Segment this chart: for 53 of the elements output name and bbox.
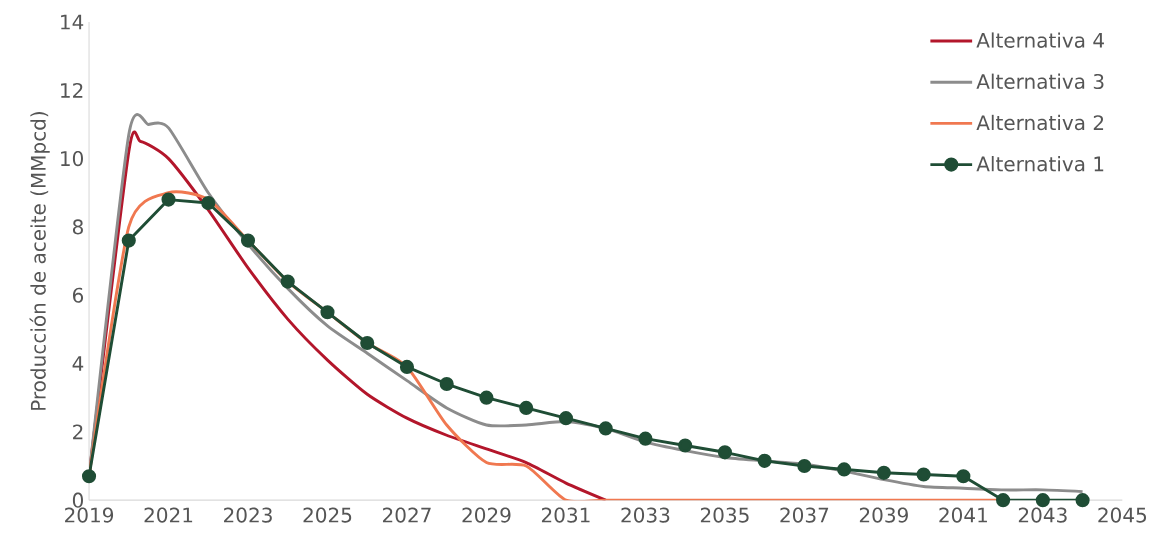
point <box>121 233 136 248</box>
point <box>797 459 812 474</box>
y-tick-label: 2 <box>73 424 83 440</box>
x-tick-label: 2035 <box>700 507 749 523</box>
y-tick-label: 14 <box>61 14 84 30</box>
x-tick-label: 2029 <box>462 507 511 523</box>
point <box>479 390 494 405</box>
x-tick-label: 2023 <box>224 507 272 523</box>
point <box>598 421 613 436</box>
x-tick-label: 2039 <box>859 507 908 523</box>
legend-label: Alternativa 2 <box>976 114 1104 131</box>
point <box>81 469 97 484</box>
x-tick-label: 2021 <box>144 507 193 523</box>
x-tick-label: 2025 <box>303 507 352 523</box>
point <box>678 438 693 453</box>
point <box>837 462 852 477</box>
point <box>996 493 1011 508</box>
point <box>638 431 653 446</box>
point <box>717 445 732 460</box>
point <box>558 411 574 426</box>
legend-label: Alternativa 1 <box>976 156 1104 172</box>
point <box>956 469 971 484</box>
point <box>876 465 891 480</box>
y-tick-label: 0 <box>72 492 83 508</box>
x-tick-label: 2027 <box>382 507 431 523</box>
point <box>916 467 931 482</box>
y-tick-label: 10 <box>61 151 83 167</box>
point <box>519 400 534 416</box>
x-tick-label: 2019 <box>65 507 114 523</box>
point <box>280 274 295 289</box>
point <box>757 453 772 469</box>
point <box>439 377 454 392</box>
point <box>360 336 375 351</box>
legend-label: Alternativa 3 <box>976 73 1104 90</box>
legend-label: Alternativa 4 <box>976 32 1104 48</box>
y-tick-label: 12 <box>61 82 83 98</box>
x-tick-label: 2045 <box>1098 507 1147 523</box>
point <box>201 196 216 211</box>
x-tick-label: 2037 <box>780 507 829 523</box>
y-tick-label: 6 <box>73 287 84 303</box>
point <box>320 305 335 320</box>
x-tick-label: 2043 <box>1018 507 1067 523</box>
point <box>1075 493 1090 508</box>
point <box>399 359 415 375</box>
x-tick-label: 2041 <box>939 507 987 523</box>
y-axis-title: Producción de aceite (MMpcd) <box>29 112 50 410</box>
x-tick-label: 2031 <box>541 507 590 523</box>
point <box>1035 493 1050 508</box>
y-tick-label: 8 <box>72 219 83 235</box>
point <box>161 192 176 207</box>
y-tick-label: 4 <box>72 356 84 371</box>
x-tick-label: 2033 <box>621 507 670 523</box>
point <box>240 233 256 248</box>
